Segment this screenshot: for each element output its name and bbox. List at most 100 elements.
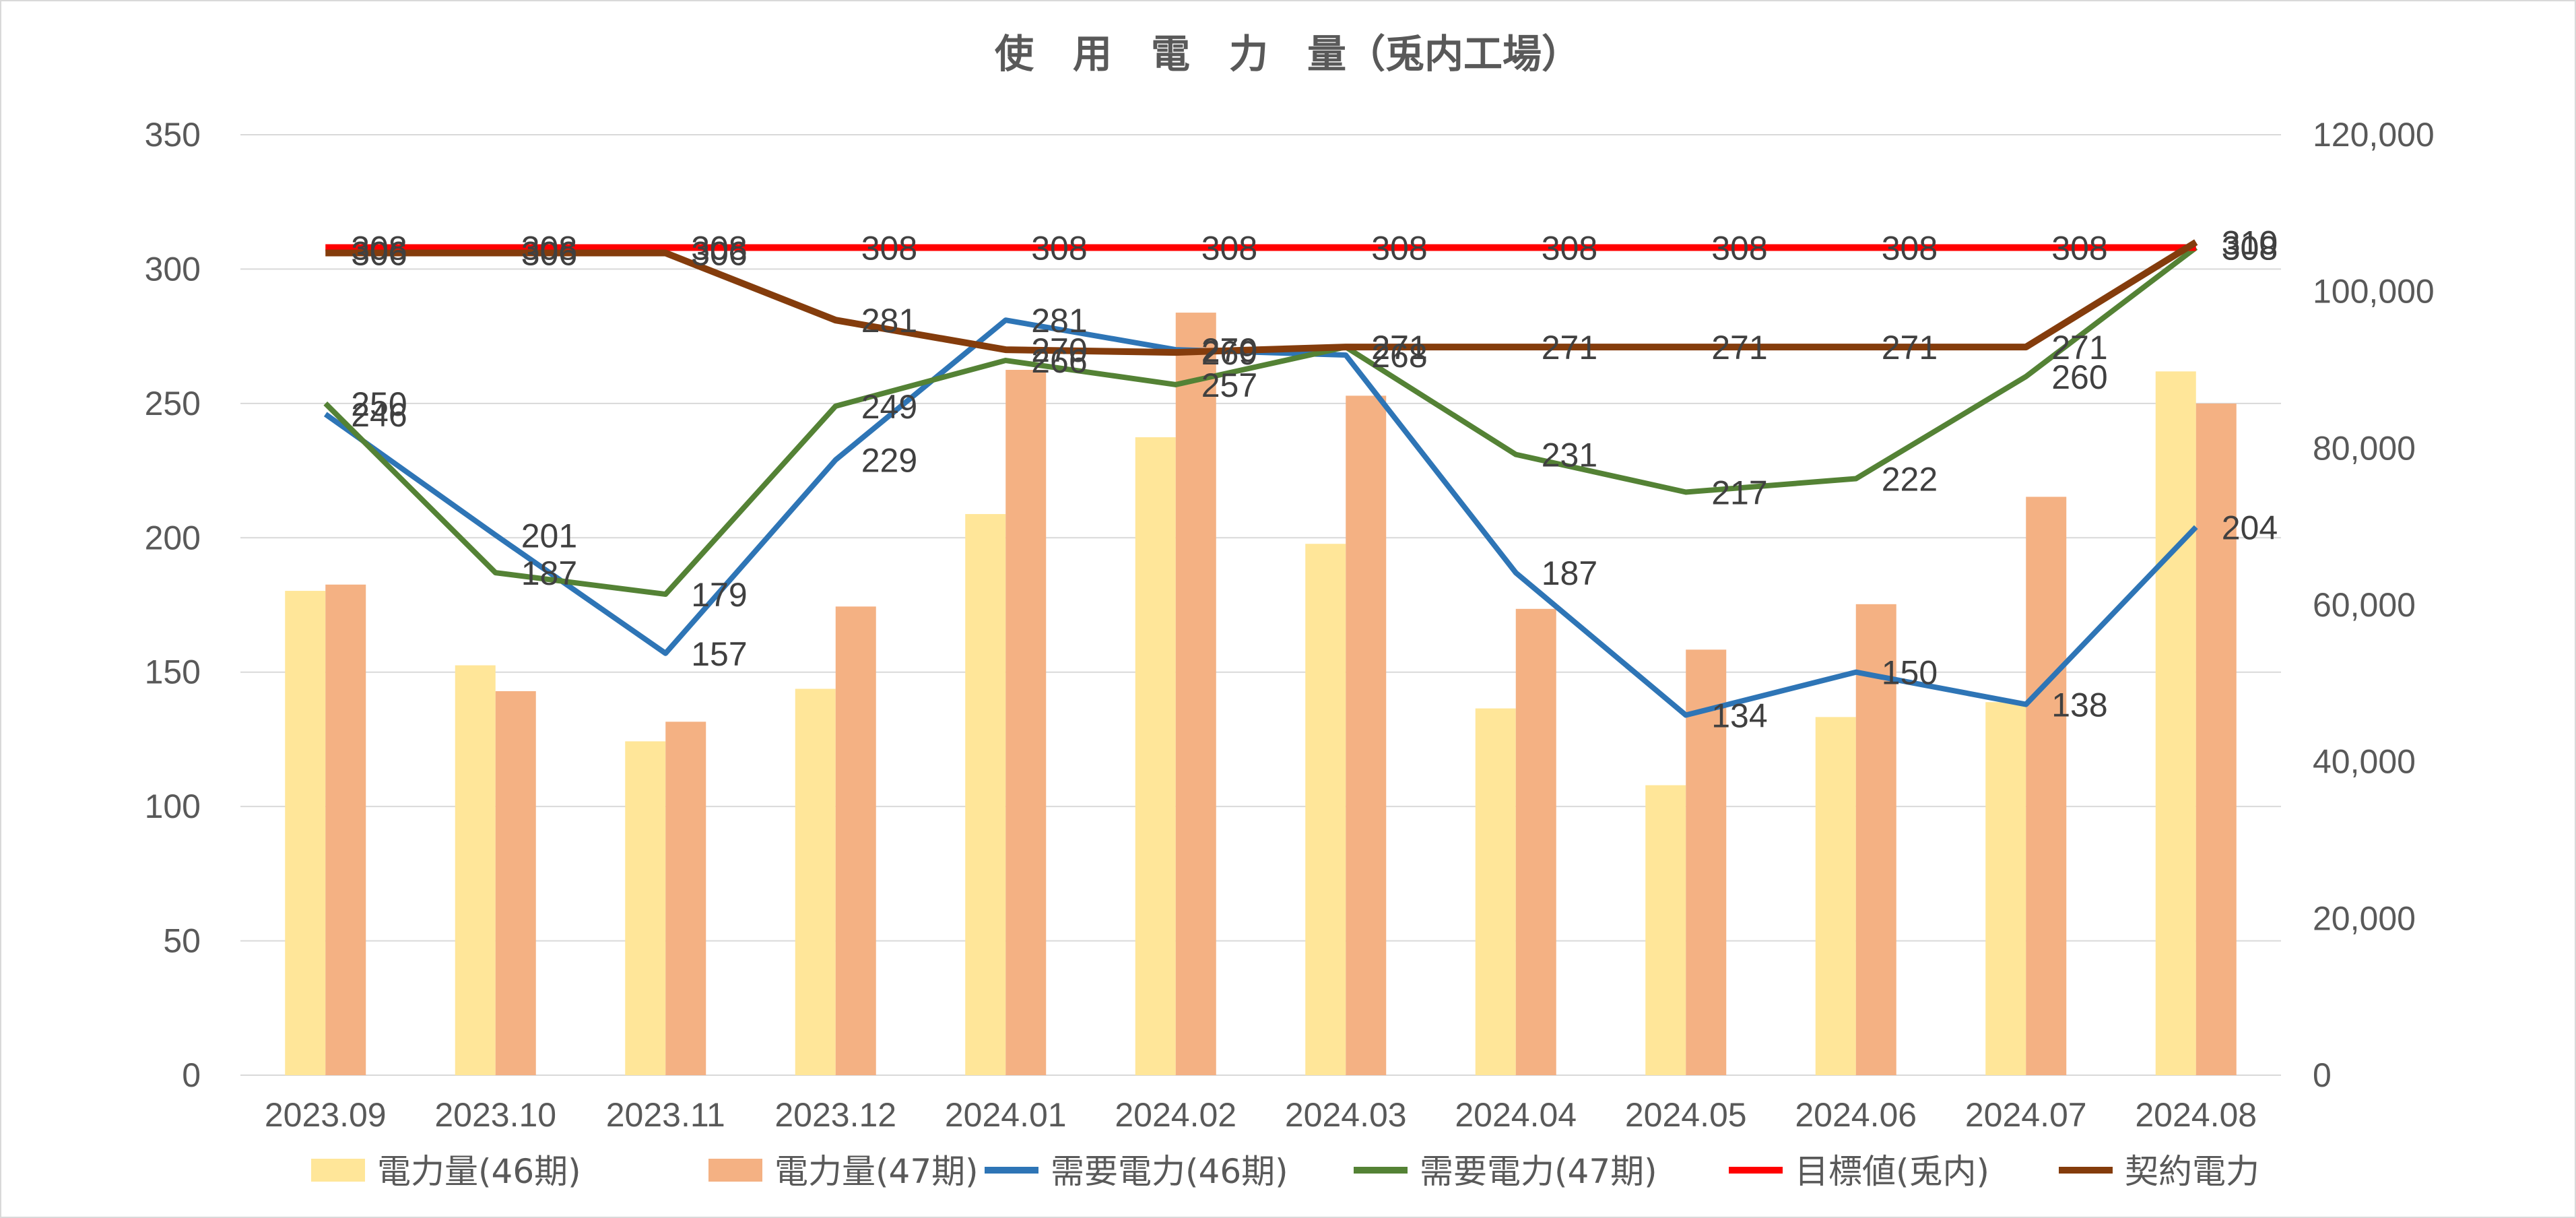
data-label: 308 bbox=[1882, 230, 1938, 267]
x-tick-label: 2023.12 bbox=[774, 1096, 896, 1134]
x-tick-label: 2024.03 bbox=[1285, 1096, 1407, 1134]
data-label: 270 bbox=[1031, 331, 1087, 369]
bar bbox=[1135, 437, 1176, 1075]
legend-item: 需要電力(47期) bbox=[1354, 1152, 1657, 1191]
data-label: 134 bbox=[1711, 697, 1767, 735]
left-tick-label: 250 bbox=[145, 385, 201, 422]
bar bbox=[835, 606, 876, 1075]
left-tick-label: 300 bbox=[145, 250, 201, 288]
bar bbox=[325, 584, 366, 1075]
data-label: 217 bbox=[1711, 474, 1767, 511]
bar bbox=[1815, 717, 1856, 1075]
left-tick-label: 200 bbox=[145, 519, 201, 556]
data-label: 308 bbox=[1031, 230, 1087, 267]
x-tick-label: 2024.01 bbox=[945, 1096, 1067, 1134]
series-line bbox=[325, 239, 2198, 356]
data-label: 308 bbox=[861, 230, 917, 267]
left-tick-label: 50 bbox=[163, 922, 201, 960]
legend-swatch bbox=[311, 1159, 365, 1182]
data-label: 281 bbox=[861, 302, 917, 340]
data-label: 246 bbox=[351, 396, 407, 434]
x-tick-label: 2023.10 bbox=[434, 1096, 556, 1134]
right-tick-label: 120,000 bbox=[2313, 116, 2435, 154]
data-label: 250 bbox=[351, 385, 407, 423]
bar bbox=[1475, 708, 1516, 1075]
bar bbox=[1515, 608, 1556, 1075]
bar bbox=[625, 741, 666, 1075]
data-label: 308 bbox=[1711, 230, 1767, 267]
data-label: 308 bbox=[351, 230, 407, 267]
data-label: 308 bbox=[521, 230, 577, 267]
data-label: 270 bbox=[1201, 331, 1257, 369]
data-label: 271 bbox=[1371, 329, 1427, 366]
data-label: 269 bbox=[1201, 334, 1257, 372]
x-tick-label: 2024.06 bbox=[1795, 1096, 1917, 1134]
legend-item: 需要電力(46期) bbox=[985, 1152, 1288, 1191]
x-tick-label: 2023.11 bbox=[606, 1096, 725, 1134]
data-label: 271 bbox=[2051, 329, 2107, 366]
legend-label: 需要電力(47期) bbox=[1420, 1152, 1657, 1191]
bar bbox=[1686, 649, 1727, 1075]
legend-label: 電力量(47期) bbox=[774, 1152, 979, 1191]
bar bbox=[1346, 395, 1387, 1075]
bar bbox=[795, 688, 836, 1075]
bar bbox=[2026, 496, 2067, 1075]
data-label: 201 bbox=[521, 517, 577, 554]
data-label: 308 bbox=[1371, 230, 1427, 267]
legend-label: 契約電力 bbox=[2125, 1152, 2259, 1191]
data-label: 266 bbox=[1031, 342, 1087, 380]
right-tick-label: 100,000 bbox=[2313, 273, 2435, 311]
data-label: 222 bbox=[1882, 461, 1938, 499]
bar bbox=[285, 591, 326, 1075]
data-label: 308 bbox=[2222, 230, 2278, 267]
right-tick-label: 40,000 bbox=[2313, 743, 2416, 781]
x-axis-ticks: 2023.09 2023.10 2023.11 2023.12 2024.01 2024.… bbox=[265, 1096, 2257, 1134]
x-tick-label: 2024.07 bbox=[1965, 1096, 2087, 1134]
legend: 電力量(46期) 電力量(47期) 需要電力(46期) 需要電力(47期) 目標値(兎内… bbox=[311, 1152, 2259, 1191]
bar bbox=[1175, 313, 1216, 1075]
data-label: 306 bbox=[521, 234, 577, 272]
right-tick-label: 0 bbox=[2313, 1056, 2332, 1094]
bar bbox=[1855, 604, 1896, 1075]
chart-title: 使 用 電 力 量（兎内工場） bbox=[995, 31, 1581, 77]
bar bbox=[495, 691, 536, 1075]
data-label: 271 bbox=[1711, 329, 1767, 366]
data-label: 308 bbox=[2222, 230, 2278, 267]
legend-item: 契約電力 bbox=[2059, 1152, 2259, 1191]
x-tick-label: 2024.02 bbox=[1115, 1096, 1236, 1134]
legend-label: 電力量(46期) bbox=[377, 1152, 581, 1191]
gridlines bbox=[240, 134, 2281, 1076]
x-tick-label: 2024.04 bbox=[1455, 1096, 1577, 1134]
data-label: 306 bbox=[351, 234, 407, 272]
data-label: 308 bbox=[1542, 230, 1597, 267]
data-label: 231 bbox=[1542, 437, 1597, 474]
x-tick-label: 2024.05 bbox=[1625, 1096, 1747, 1134]
data-label: 257 bbox=[1201, 366, 1257, 404]
data-label: 187 bbox=[521, 554, 577, 592]
bar bbox=[1005, 370, 1047, 1075]
right-tick-label: 80,000 bbox=[2313, 429, 2416, 467]
legend-item: 目標値(兎内) bbox=[1729, 1152, 1989, 1191]
data-label: 308 bbox=[2051, 230, 2107, 267]
left-tick-label: 350 bbox=[145, 116, 201, 154]
x-tick-label: 2024.08 bbox=[2135, 1096, 2257, 1134]
data-label: 229 bbox=[861, 442, 917, 480]
left-axis-ticks: 0 50 100 150 200 250 300 350 bbox=[145, 116, 201, 1094]
bar-layer bbox=[285, 313, 2237, 1075]
data-label: 271 bbox=[1882, 329, 1938, 366]
bar bbox=[2195, 404, 2237, 1075]
bar bbox=[455, 665, 496, 1075]
data-label: 281 bbox=[1031, 302, 1087, 340]
right-axis-ticks: 0 20,000 40,000 60,000 80,000 100,000 120,000 bbox=[2313, 116, 2435, 1094]
bar bbox=[965, 514, 1006, 1075]
bar bbox=[2155, 371, 2196, 1075]
legend-item: 電力量(47期) bbox=[708, 1152, 979, 1191]
right-tick-label: 60,000 bbox=[2313, 586, 2416, 624]
data-label: 271 bbox=[1371, 329, 1427, 366]
data-label: 271 bbox=[1542, 329, 1597, 366]
data-label: 187 bbox=[1542, 554, 1597, 592]
data-label: 204 bbox=[2222, 509, 2278, 546]
